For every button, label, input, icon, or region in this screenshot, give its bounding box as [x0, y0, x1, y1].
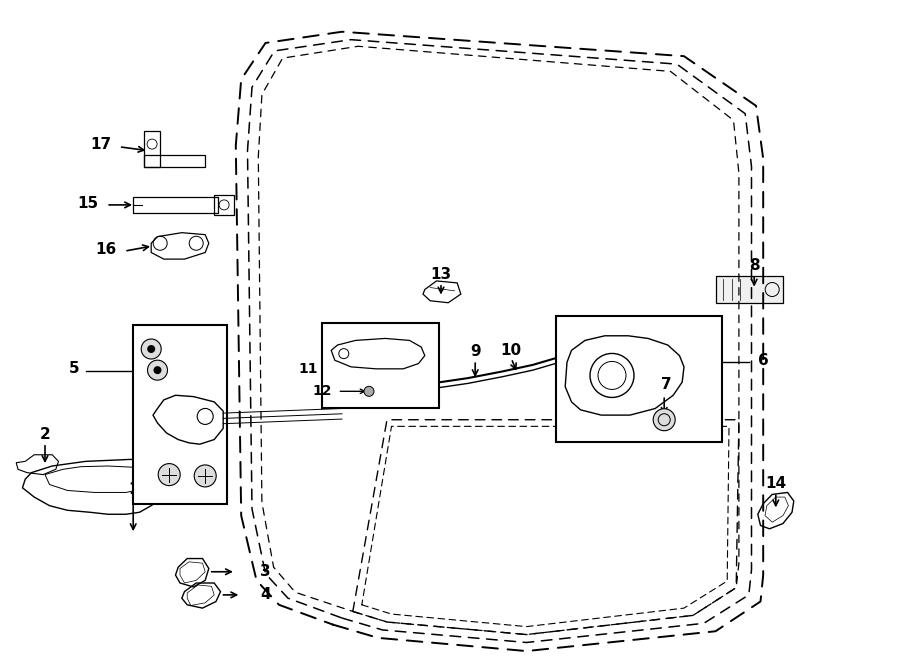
- Text: 9: 9: [470, 344, 481, 359]
- Text: 6: 6: [758, 353, 769, 368]
- Text: 15: 15: [77, 196, 99, 211]
- Circle shape: [653, 408, 675, 431]
- Bar: [716, 276, 783, 303]
- Text: 17: 17: [90, 137, 112, 151]
- Bar: [322, 323, 439, 408]
- Circle shape: [158, 463, 180, 486]
- Circle shape: [154, 366, 161, 374]
- Circle shape: [148, 345, 155, 353]
- Bar: [133, 325, 227, 504]
- Circle shape: [141, 339, 161, 359]
- Text: 16: 16: [95, 243, 117, 257]
- Text: 1: 1: [128, 482, 139, 496]
- Bar: [144, 155, 205, 167]
- Circle shape: [148, 360, 167, 380]
- Text: 5: 5: [68, 362, 79, 376]
- Text: 10: 10: [500, 343, 522, 358]
- Text: 12: 12: [312, 384, 332, 399]
- Bar: [144, 131, 160, 167]
- Text: 8: 8: [749, 258, 760, 273]
- Text: 7: 7: [661, 377, 671, 392]
- Text: 3: 3: [260, 564, 271, 579]
- Bar: [556, 316, 722, 442]
- Bar: [214, 195, 234, 215]
- Text: 13: 13: [430, 267, 452, 282]
- Text: 11: 11: [298, 362, 318, 376]
- Text: 14: 14: [765, 477, 787, 491]
- Text: 4: 4: [260, 588, 271, 602]
- Bar: [133, 197, 218, 213]
- Text: 2: 2: [40, 428, 50, 442]
- Circle shape: [364, 386, 374, 397]
- Circle shape: [194, 465, 216, 487]
